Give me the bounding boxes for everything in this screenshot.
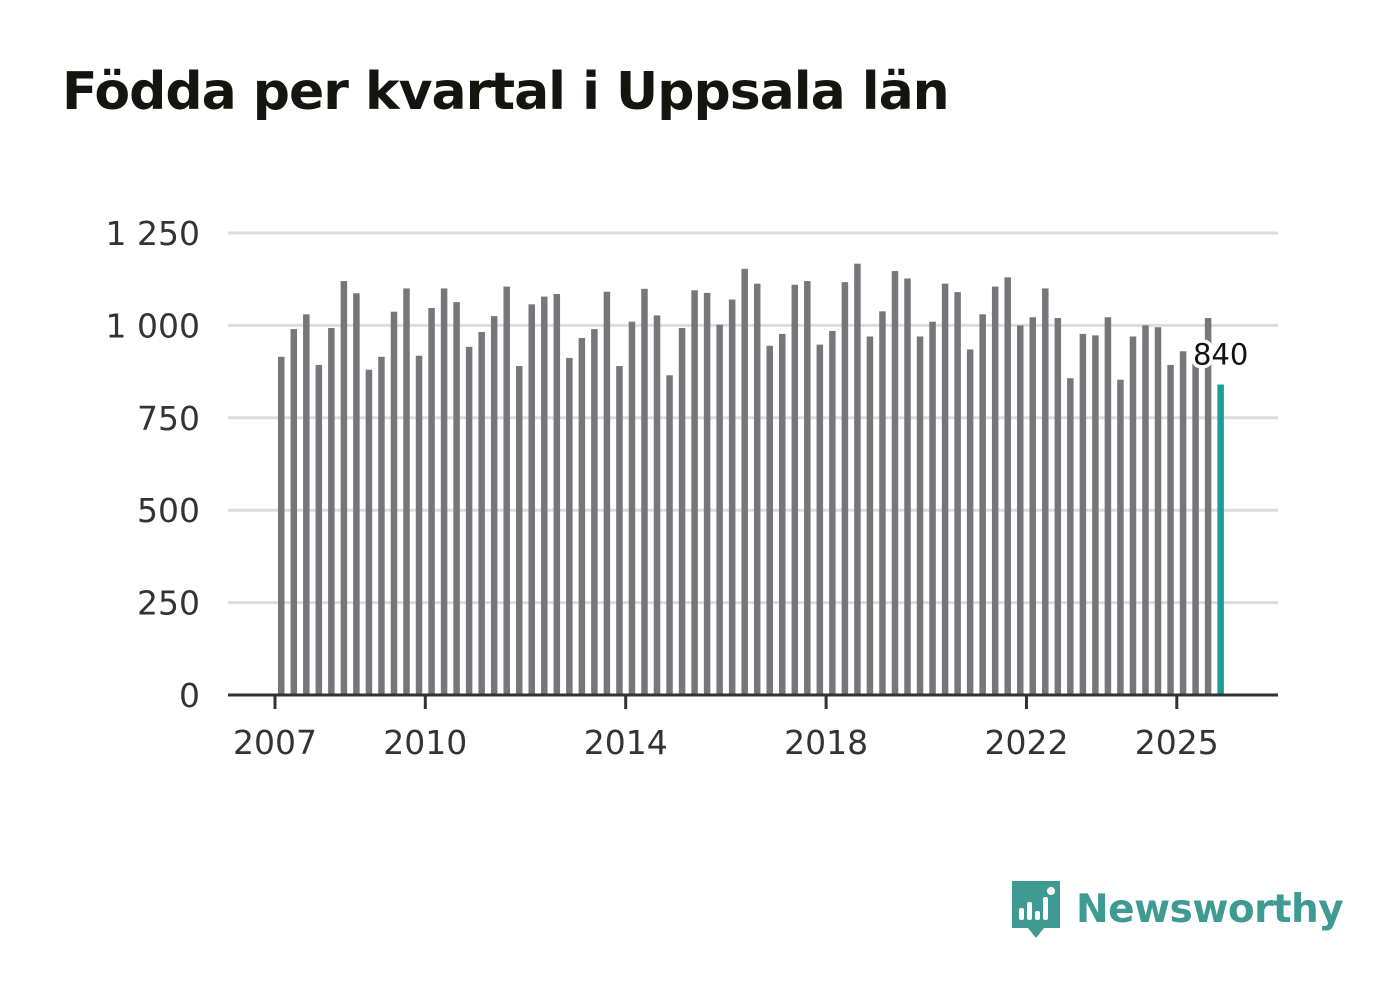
bar xyxy=(503,286,510,695)
bar xyxy=(1142,325,1149,695)
y-tick-label: 0 xyxy=(179,676,200,715)
bar xyxy=(553,293,561,695)
bar xyxy=(741,268,748,695)
bar xyxy=(641,288,648,695)
x-tick-label: 2014 xyxy=(584,723,668,762)
bar xyxy=(753,283,761,695)
bar xyxy=(716,324,723,695)
highlight-bar xyxy=(1217,384,1224,695)
bar xyxy=(591,329,598,695)
bar xyxy=(390,311,398,695)
bar xyxy=(415,355,423,695)
x-axis-ticks: 2007 2010 2014 2018 2022 2025 xyxy=(233,695,1219,762)
bar xyxy=(979,314,986,695)
x-tick-label: 2010 xyxy=(383,723,467,762)
bar xyxy=(353,293,360,695)
bar xyxy=(866,336,874,695)
bar xyxy=(954,292,961,695)
bar xyxy=(465,346,473,695)
bar xyxy=(1192,363,1199,695)
bar xyxy=(1104,317,1112,695)
newsworthy-logo-icon xyxy=(1012,881,1060,938)
bar xyxy=(1204,318,1212,695)
bar xyxy=(1042,288,1049,695)
bar xyxy=(941,283,949,695)
bar xyxy=(703,292,711,695)
bar xyxy=(1154,327,1162,695)
bar xyxy=(490,316,498,695)
x-tick-label: 2018 xyxy=(784,723,868,762)
bar xyxy=(290,329,298,695)
bar xyxy=(1054,318,1062,695)
bar xyxy=(966,349,974,695)
y-tick-label: 1 250 xyxy=(106,214,200,253)
bar xyxy=(378,356,385,695)
bar xyxy=(1004,277,1011,695)
bar xyxy=(816,344,824,695)
bar xyxy=(854,263,861,695)
bar xyxy=(303,314,310,695)
x-tick-label: 2007 xyxy=(233,723,317,762)
y-tick-label: 500 xyxy=(137,491,200,530)
bar xyxy=(1092,335,1099,695)
y-tick-label: 1 000 xyxy=(106,306,200,345)
bar xyxy=(1016,325,1024,695)
bar xyxy=(578,337,586,695)
bar xyxy=(779,333,786,695)
bar xyxy=(541,296,548,695)
bar xyxy=(766,345,773,695)
bar xyxy=(1029,317,1037,695)
bar xyxy=(603,291,611,695)
brand-logo: Newsworthy xyxy=(1010,878,1344,940)
bar xyxy=(1129,336,1137,695)
y-axis-labels: 0 250 500 750 1 000 1 250 xyxy=(106,214,200,715)
x-tick-label: 2025 xyxy=(1135,723,1219,762)
bar xyxy=(841,282,849,695)
bar xyxy=(891,271,899,695)
bar xyxy=(1079,333,1087,695)
bar xyxy=(728,299,736,695)
bar xyxy=(1179,351,1187,695)
x-tick-label: 2022 xyxy=(985,723,1069,762)
bar xyxy=(403,288,410,695)
bar xyxy=(691,290,698,695)
bar xyxy=(916,336,924,695)
bar xyxy=(566,357,573,695)
bar xyxy=(453,302,460,695)
bar xyxy=(666,375,673,695)
bar xyxy=(328,327,335,695)
bar xyxy=(791,284,799,695)
bar xyxy=(478,332,485,695)
chart-title: Födda per kvartal i Uppsala län xyxy=(62,62,950,122)
bar xyxy=(365,369,373,695)
bar xyxy=(879,311,886,695)
bar xyxy=(829,330,836,695)
bar xyxy=(616,366,623,695)
gridlines xyxy=(228,231,1278,605)
bar xyxy=(929,321,936,695)
y-tick-label: 750 xyxy=(137,399,200,438)
bar xyxy=(1067,378,1074,695)
highlight-value-label: 840 xyxy=(1193,338,1248,372)
bar xyxy=(528,304,536,695)
bar xyxy=(628,321,636,695)
bar xyxy=(315,364,323,695)
y-tick-label: 250 xyxy=(137,584,200,623)
bar xyxy=(515,366,523,695)
bar xyxy=(904,278,911,695)
bar xyxy=(340,281,348,695)
bar xyxy=(428,308,435,695)
bar-series xyxy=(278,263,1224,695)
bar xyxy=(1117,379,1124,695)
brand-name: Newsworthy xyxy=(1076,886,1344,932)
bar xyxy=(440,288,448,695)
bar xyxy=(1167,364,1174,695)
bar xyxy=(278,356,285,695)
bar xyxy=(653,315,661,695)
bar xyxy=(804,281,811,695)
annotation: 840 xyxy=(1189,334,1251,375)
bar xyxy=(991,286,999,695)
bar xyxy=(678,327,686,695)
